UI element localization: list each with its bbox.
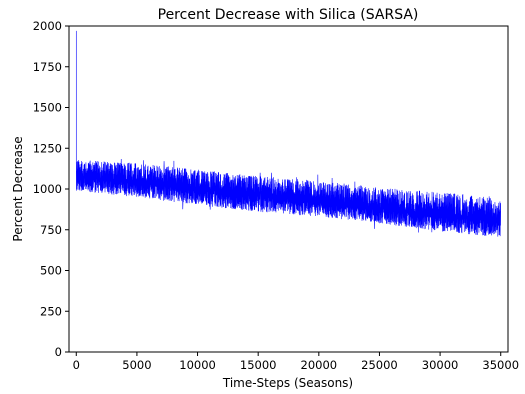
y-tick-label: 2000: [33, 19, 62, 33]
y-axis: 0 250 500 750 1000 1250 1500 1750 2000: [33, 19, 69, 359]
x-tick-label: 25000: [361, 358, 398, 372]
x-axis-label: Time-Steps (Seasons): [222, 376, 353, 390]
y-axis-label: Percent Decrease: [11, 136, 25, 241]
y-tick-label: 750: [40, 223, 62, 237]
x-tick-label: 30000: [422, 358, 459, 372]
x-tick-label: 20000: [301, 358, 338, 372]
y-tick-label: 1000: [33, 182, 62, 196]
chart-title: Percent Decrease with Silica (SARSA): [158, 7, 419, 23]
x-axis: 0 5000 10000 15000 20000 25000 30000 35000: [73, 352, 519, 372]
y-tick-label: 0: [55, 345, 62, 359]
y-tick-label: 500: [40, 264, 62, 278]
y-tick-label: 1250: [33, 141, 62, 155]
x-tick-label: 0: [73, 358, 80, 372]
x-tick-label: 35000: [482, 358, 519, 372]
x-tick-label: 15000: [240, 358, 277, 372]
x-tick-label: 10000: [179, 358, 216, 372]
y-tick-label: 1750: [33, 60, 62, 74]
y-tick-label: 250: [40, 304, 62, 318]
x-tick-label: 5000: [122, 358, 151, 372]
series-layer: [75, 30, 502, 237]
y-tick-label: 1500: [33, 101, 62, 115]
series-line: [75, 30, 502, 237]
